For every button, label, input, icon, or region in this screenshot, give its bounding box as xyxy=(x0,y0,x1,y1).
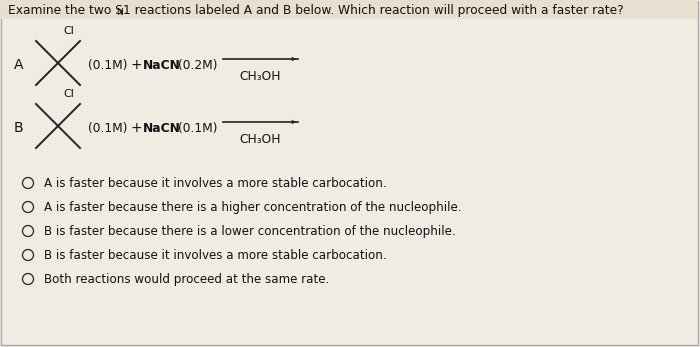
Text: B is faster because there is a lower concentration of the nucleophile.: B is faster because there is a lower con… xyxy=(44,225,456,238)
Text: Examine the two S: Examine the two S xyxy=(8,3,123,17)
Text: CH₃OH: CH₃OH xyxy=(239,70,281,83)
Text: 1 reactions labeled A and B below. Which reaction will proceed with a faster rat: 1 reactions labeled A and B below. Which… xyxy=(123,3,624,17)
Text: A is faster because there is a higher concentration of the nucleophile.: A is faster because there is a higher co… xyxy=(44,201,461,214)
Text: A is faster because it involves a more stable carbocation.: A is faster because it involves a more s… xyxy=(44,177,386,190)
Text: Cl: Cl xyxy=(63,89,74,99)
Text: A: A xyxy=(14,58,24,72)
Text: NaCN: NaCN xyxy=(143,121,181,135)
Text: Cl: Cl xyxy=(63,26,74,36)
Text: (0.1M): (0.1M) xyxy=(178,121,218,135)
Text: B is faster because it involves a more stable carbocation.: B is faster because it involves a more s… xyxy=(44,249,386,262)
Text: +: + xyxy=(130,58,141,72)
Text: (0.1M): (0.1M) xyxy=(88,121,127,135)
Text: NaCN: NaCN xyxy=(143,59,181,71)
Text: B: B xyxy=(14,121,24,135)
Text: CH₃OH: CH₃OH xyxy=(239,133,281,146)
Text: Both reactions would proceed at the same rate.: Both reactions would proceed at the same… xyxy=(44,273,329,286)
Text: (0.1M): (0.1M) xyxy=(88,59,127,71)
Text: (0.2M): (0.2M) xyxy=(178,59,218,71)
Bar xyxy=(1,1,698,19)
Text: N: N xyxy=(116,8,122,17)
Text: +: + xyxy=(130,121,141,135)
